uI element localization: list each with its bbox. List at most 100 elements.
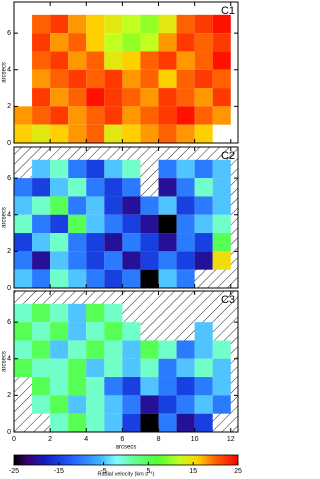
cell — [32, 106, 51, 125]
cell — [194, 106, 213, 125]
cell — [140, 196, 159, 215]
cell — [68, 51, 87, 70]
cell — [68, 33, 87, 52]
cell — [122, 413, 141, 432]
plot-frame — [13, 146, 239, 289]
cell — [194, 322, 213, 341]
cell — [104, 233, 123, 252]
cell — [14, 214, 33, 234]
cell — [86, 51, 105, 70]
cell — [86, 124, 105, 143]
cell — [140, 106, 159, 125]
colorbar-tick-label: 15 — [189, 468, 197, 475]
cell — [194, 233, 213, 252]
cell — [176, 33, 195, 52]
cell — [158, 269, 177, 288]
cell — [212, 358, 231, 378]
cell — [104, 269, 123, 288]
cell — [86, 196, 105, 215]
cell — [212, 51, 231, 70]
cell — [14, 340, 33, 359]
cell — [86, 159, 105, 179]
cell — [194, 51, 213, 70]
cell — [14, 124, 33, 143]
cell — [212, 33, 231, 52]
cell — [14, 196, 33, 215]
cell — [158, 51, 177, 70]
cells — [14, 14, 231, 143]
cell — [86, 14, 105, 34]
cell — [158, 124, 177, 143]
cell — [194, 251, 213, 270]
cell — [104, 251, 123, 270]
x-axis-label: arcsecs — [116, 445, 137, 451]
cell — [86, 69, 105, 89]
cell — [212, 340, 231, 359]
cell — [176, 178, 195, 197]
cell — [122, 159, 141, 179]
x-tick-label: 2 — [48, 436, 52, 443]
cell — [32, 303, 51, 323]
cell — [86, 106, 105, 125]
x-tick-label: 0 — [12, 436, 16, 443]
cell — [212, 377, 231, 396]
cell — [140, 251, 159, 270]
cell — [158, 88, 177, 107]
cell — [176, 251, 195, 270]
cell — [194, 178, 213, 197]
cell — [32, 88, 51, 107]
cell — [194, 340, 213, 359]
y-tick-label: 4 — [7, 212, 11, 219]
cell — [32, 178, 51, 197]
colorbar-label: Radial velocity (km s⁻¹) — [98, 471, 155, 477]
cell — [158, 196, 177, 215]
x-tick-label: 4 — [84, 436, 88, 443]
cell — [140, 33, 159, 52]
cell — [68, 69, 87, 89]
cell — [104, 124, 123, 143]
cell — [104, 69, 123, 89]
y-axis-label: arcsecs — [2, 351, 8, 372]
cell — [32, 322, 51, 341]
cell — [50, 358, 69, 378]
cell — [50, 251, 69, 270]
y-tick-label: 2 — [7, 392, 11, 399]
cell — [68, 395, 87, 414]
cell — [50, 69, 69, 89]
cell — [50, 33, 69, 52]
cell — [158, 69, 177, 89]
cell — [212, 69, 231, 89]
x-tick-label: 10 — [191, 436, 199, 443]
cell — [140, 233, 159, 252]
cell — [140, 88, 159, 107]
cell — [122, 233, 141, 252]
cell — [50, 322, 69, 341]
cell — [86, 340, 105, 359]
cell — [194, 196, 213, 215]
cell — [32, 159, 51, 179]
cell — [86, 251, 105, 270]
cell — [50, 51, 69, 70]
cell — [50, 14, 69, 34]
cell — [176, 69, 195, 89]
cell — [122, 33, 141, 52]
cell — [68, 14, 87, 34]
cell — [212, 159, 231, 179]
cell — [212, 395, 231, 414]
y-tick-label: 6 — [7, 319, 11, 326]
cell — [14, 358, 33, 378]
cell — [50, 178, 69, 197]
cell — [122, 214, 141, 234]
cell — [194, 214, 213, 234]
cell — [212, 233, 231, 252]
cell — [68, 358, 87, 378]
cell — [176, 88, 195, 107]
cell — [68, 233, 87, 252]
cell — [158, 413, 177, 432]
cell — [158, 340, 177, 359]
cell — [32, 124, 51, 143]
cell — [68, 322, 87, 341]
cell — [122, 178, 141, 197]
cell — [50, 377, 69, 396]
cell — [86, 178, 105, 197]
